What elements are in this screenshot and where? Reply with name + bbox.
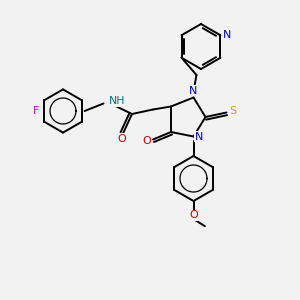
Text: N: N bbox=[189, 86, 198, 96]
Text: F: F bbox=[33, 106, 39, 116]
Text: N: N bbox=[223, 30, 231, 40]
Text: O: O bbox=[142, 136, 151, 146]
Text: O: O bbox=[189, 210, 198, 220]
Text: O: O bbox=[117, 134, 126, 144]
Text: N: N bbox=[195, 131, 203, 142]
Text: S: S bbox=[229, 106, 236, 116]
Text: NH: NH bbox=[109, 96, 125, 106]
